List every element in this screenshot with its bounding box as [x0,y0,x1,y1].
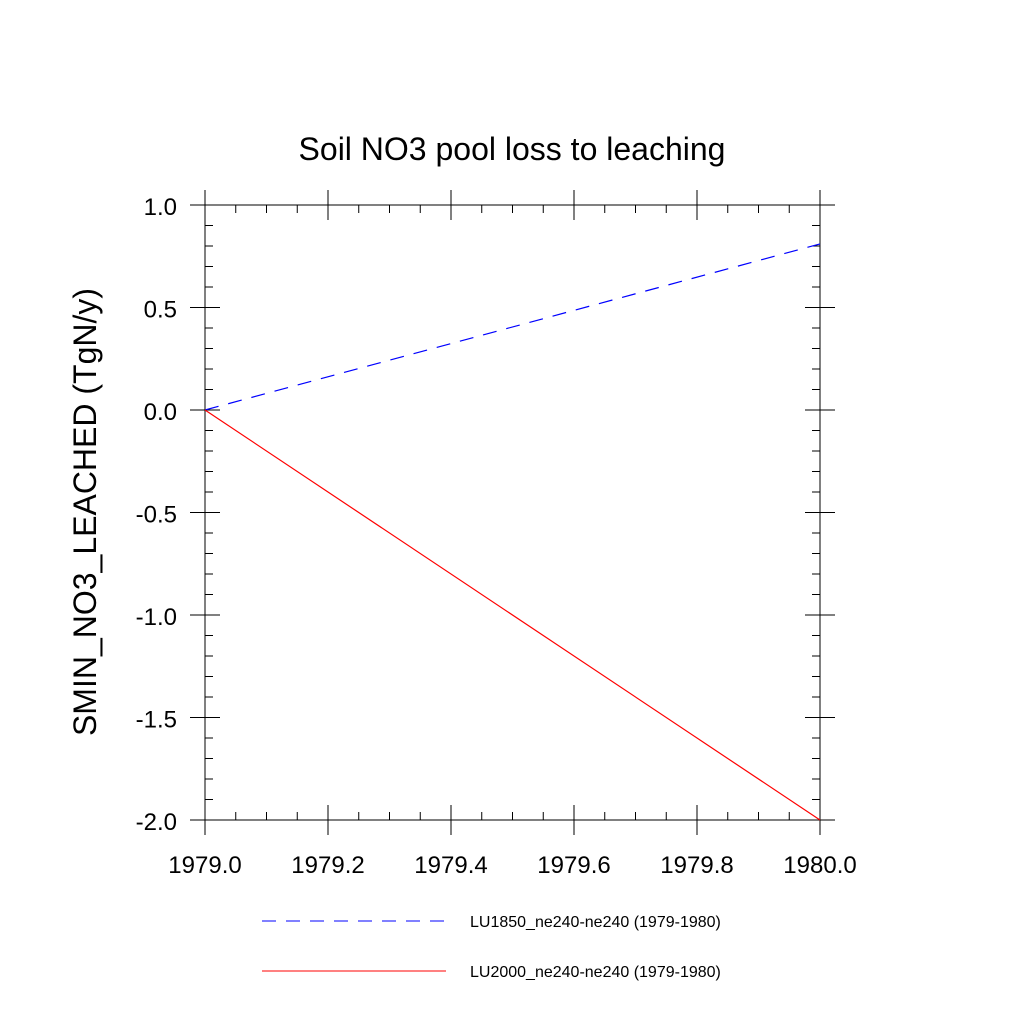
chart-title: Soil NO3 pool loss to leaching [299,131,726,167]
y-tick-label: 1.0 [144,194,177,221]
y-tick-label: -1.5 [136,707,177,734]
y-tick-label: 0.0 [144,399,177,426]
y-axis-label: SMIN_NO3_LEACHED (TgN/y) [67,288,103,736]
axis-ticks [190,190,835,835]
x-tick-label: 1979.4 [414,852,487,879]
tick-labels: -2.0 -1.5 -1.0 -0.5 0.0 0.5 1.0 1979.0 1979.2 197… [136,194,857,879]
legend: LU1850_ne240-ne240 (1979-1980) LU2000_ne2… [262,914,721,981]
x-tick-label: 1979.0 [168,852,241,879]
legend-label-2: LU2000_ne240-ne240 (1979-1980) [470,964,721,981]
y-tick-label: -1.0 [136,604,177,631]
series-line-2 [204,409,821,821]
x-tick-label: 1979.8 [660,852,733,879]
x-tick-label: 1979.2 [291,852,364,879]
y-tick-label: -0.5 [136,502,177,529]
series-lines [204,243,821,821]
series-line-1 [204,243,821,411]
y-tick-label: 0.5 [144,297,177,324]
x-tick-label: 1979.6 [537,852,610,879]
x-tick-label: 1980.0 [783,852,856,879]
y-tick-label: -2.0 [136,809,177,836]
legend-label-1: LU1850_ne240-ne240 (1979-1980) [470,914,721,931]
plot-frame [204,204,821,821]
